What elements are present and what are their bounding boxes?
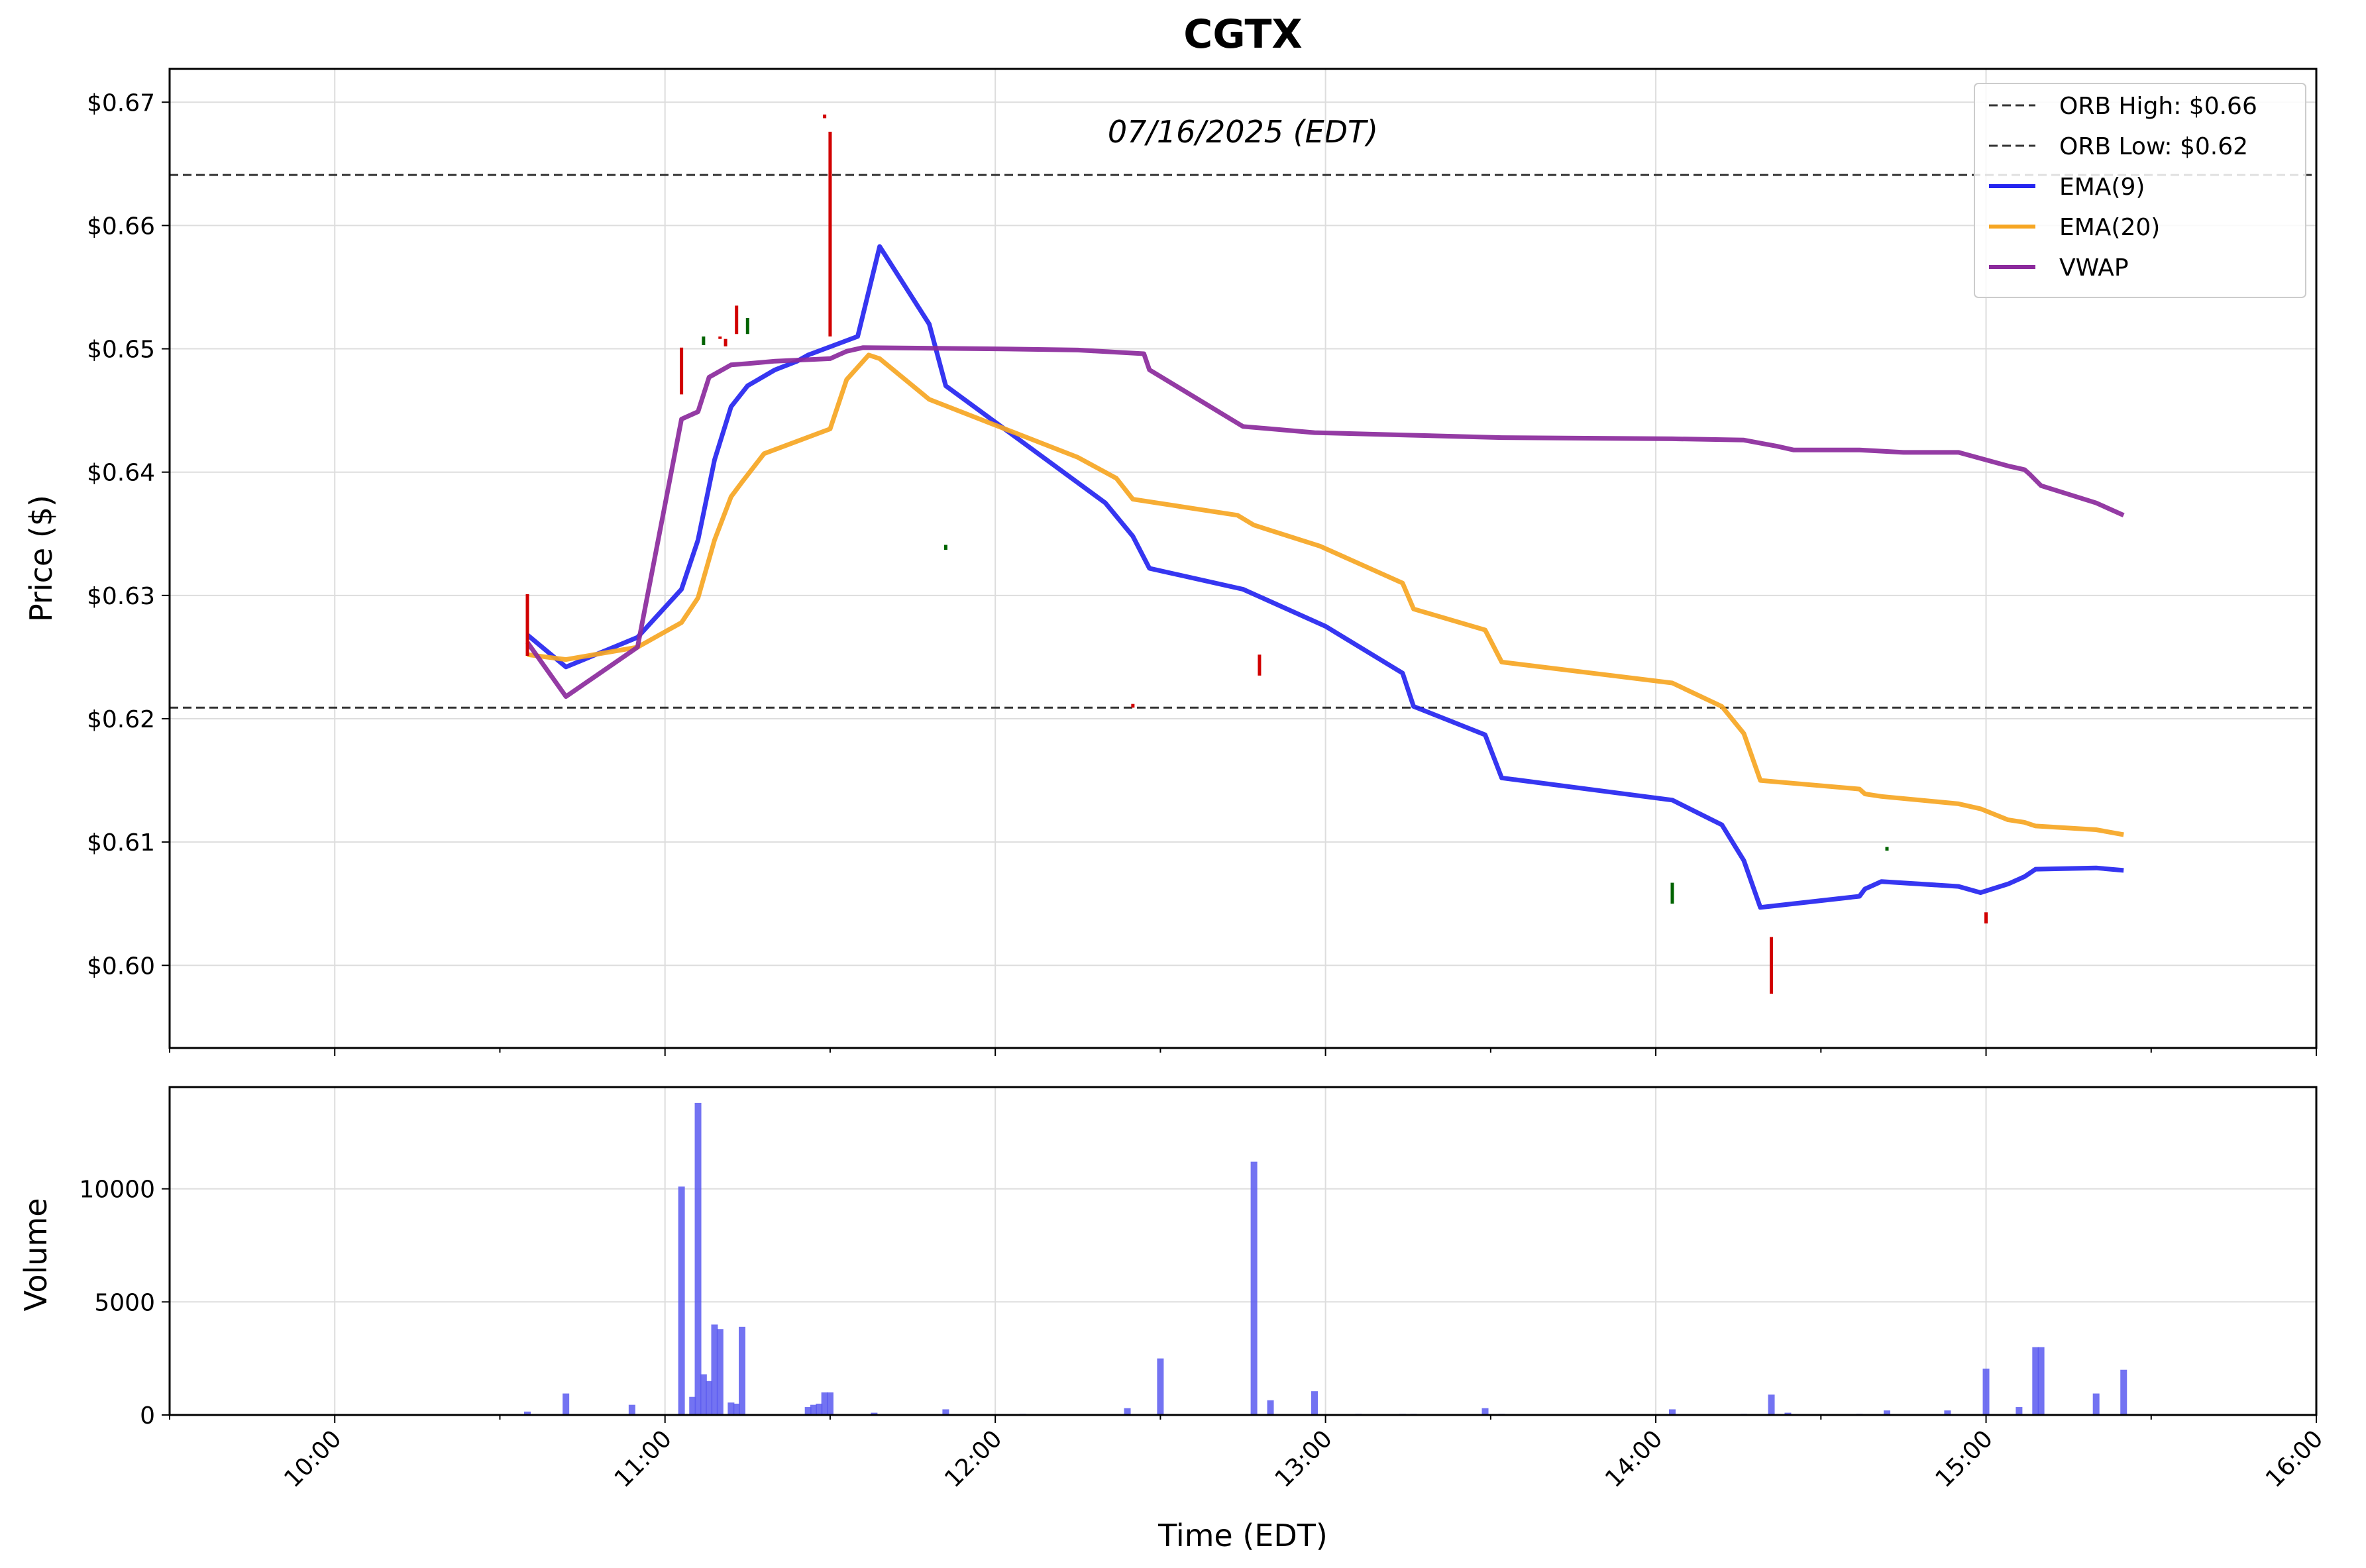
x-axis-label: Time (EDT) — [1157, 1518, 1328, 1553]
x-tick-label: 14:00 — [1600, 1425, 1668, 1492]
price-axis-label: Price ($) — [23, 495, 59, 622]
volume-bar — [1157, 1358, 1164, 1415]
volume-bar — [628, 1404, 635, 1415]
y-tick-label: 0 — [140, 1402, 155, 1430]
chart-subtitle: 07/16/2025 (EDT) — [1108, 114, 1378, 150]
volume-bar — [1250, 1161, 1258, 1415]
volume-panel: 0 5000 10000 10:00 11:00 12:00 13:00 14:00 15:00… — [79, 1086, 2328, 1493]
y-tick-label: $0.62 — [87, 706, 155, 733]
legend-label: ORB Low: $0.62 — [2059, 133, 2248, 160]
y-tick-label: $0.67 — [87, 89, 155, 117]
volume-bar — [689, 1396, 696, 1415]
legend-box — [1974, 83, 2306, 298]
volume-bar — [733, 1403, 740, 1415]
legend-label: ORB High: $0.66 — [2059, 93, 2257, 120]
volume-bar — [727, 1402, 735, 1415]
x-tick-label: 11:00 — [610, 1425, 677, 1492]
x-tick-label: 12:00 — [940, 1425, 1007, 1492]
volume-bar — [1884, 1410, 1890, 1415]
chart-title: CGTX — [1183, 11, 1302, 58]
y-tick-label: 5000 — [94, 1289, 155, 1316]
volume-bar — [1267, 1400, 1274, 1415]
volume-bar — [804, 1407, 812, 1415]
y-tick-label: $0.63 — [87, 583, 155, 610]
volume-bar — [1481, 1408, 1489, 1415]
y-tick-label: $0.64 — [87, 460, 155, 487]
y-tick-label: $0.66 — [87, 213, 155, 240]
volume-bar — [942, 1409, 949, 1415]
x-tick-label: 10:00 — [279, 1425, 347, 1492]
series-line — [527, 352, 2124, 837]
volume-bar — [810, 1404, 817, 1415]
volume-bar — [678, 1186, 685, 1415]
legend-label: EMA(9) — [2059, 174, 2145, 201]
volume-bar — [1124, 1408, 1131, 1415]
volume-bar — [1311, 1391, 1318, 1415]
volume-bar — [2037, 1347, 2045, 1415]
series-line — [525, 244, 2124, 910]
legend-label: EMA(20) — [2059, 214, 2160, 241]
volume-frame — [168, 1086, 2318, 1416]
volume-bar — [716, 1329, 724, 1415]
volume-bar — [2032, 1347, 2039, 1415]
series-line — [525, 345, 2125, 699]
volume-bar — [1669, 1409, 1676, 1415]
volume-bar — [524, 1411, 531, 1415]
legend-label: VWAP — [2059, 254, 2129, 282]
y-tick-label: $0.65 — [87, 337, 155, 364]
volume-bar — [563, 1393, 570, 1415]
legend: ORB High: $0.66 ORB Low: $0.62 EMA(9) EMA(2… — [1974, 83, 2306, 298]
volume-bar — [816, 1403, 823, 1415]
y-tick-label: 10000 — [79, 1176, 155, 1204]
volume-bar — [700, 1374, 707, 1415]
volume-bar — [706, 1381, 713, 1415]
x-tick-label: 15:00 — [1931, 1425, 1998, 1492]
y-tick-label: $0.60 — [87, 953, 155, 980]
volume-bar — [1784, 1412, 1792, 1415]
volume-bar — [694, 1102, 702, 1415]
price-frame — [168, 68, 2318, 1049]
volume-bar — [1768, 1394, 1775, 1415]
volume-bar — [2016, 1407, 2023, 1415]
volume-axis-label: Volume — [18, 1198, 54, 1311]
x-tick-label: 13:00 — [1270, 1425, 1338, 1492]
volume-bar — [1944, 1410, 1951, 1415]
volume-bar — [826, 1392, 833, 1415]
y-tick-label: $0.61 — [87, 829, 155, 857]
volume-bar — [871, 1412, 878, 1415]
volume-bar — [2092, 1393, 2100, 1415]
volume-bar — [739, 1326, 745, 1415]
volume-bar — [2120, 1369, 2127, 1415]
x-tick-label: 16:00 — [2261, 1425, 2328, 1492]
volume-bar — [1982, 1369, 1990, 1415]
volume-bar — [821, 1392, 828, 1415]
volume-bar — [711, 1324, 718, 1415]
